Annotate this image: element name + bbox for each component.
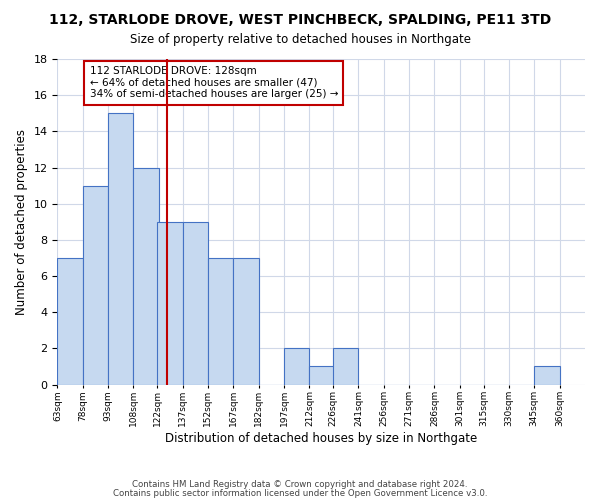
Bar (157, 222, 182, 384)
Y-axis label: Number of detached properties: Number of detached properties (15, 129, 28, 315)
Bar (133, 168, 159, 384)
Bar (182, 222, 208, 384)
X-axis label: Distribution of detached houses by size in Northgate: Distribution of detached houses by size … (165, 432, 478, 445)
Bar (284, 348, 310, 384)
Bar (108, 114, 133, 384)
Text: Size of property relative to detached houses in Northgate: Size of property relative to detached ho… (130, 32, 470, 46)
Text: Contains HM Land Registry data © Crown copyright and database right 2024.: Contains HM Land Registry data © Crown c… (132, 480, 468, 489)
Text: 112 STARLODE DROVE: 128sqm
← 64% of detached houses are smaller (47)
34% of semi: 112 STARLODE DROVE: 128sqm ← 64% of deta… (89, 66, 338, 100)
Bar (208, 258, 233, 384)
Bar (83, 186, 108, 384)
Bar (310, 366, 335, 384)
Text: Contains public sector information licensed under the Open Government Licence v3: Contains public sector information licen… (113, 488, 487, 498)
Bar (534, 366, 560, 384)
Bar (333, 348, 358, 384)
Bar (233, 258, 259, 384)
Text: 112, STARLODE DROVE, WEST PINCHBECK, SPALDING, PE11 3TD: 112, STARLODE DROVE, WEST PINCHBECK, SPA… (49, 12, 551, 26)
Bar (58, 258, 83, 384)
